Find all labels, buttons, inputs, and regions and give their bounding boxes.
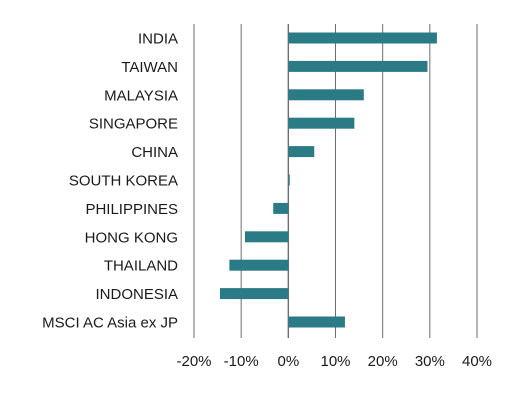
bar-indonesia (219, 288, 289, 300)
x-tick-labels: -20% -10% 0% 10% 20% 30% 40% (176, 353, 492, 370)
x-tick-label: -10% (224, 353, 259, 370)
category-label: SOUTH KOREA (69, 173, 178, 190)
x-tick-label: 10% (320, 353, 350, 370)
x-tick-label: 20% (368, 353, 398, 370)
bar-south-korea (288, 174, 290, 186)
category-label: HONG KONG (85, 229, 178, 246)
bars (219, 32, 437, 328)
category-label: SINGAPORE (89, 116, 178, 133)
category-label: TAIWAN (121, 59, 178, 76)
bar-malaysia (288, 89, 364, 101)
x-tick-label: 40% (462, 353, 492, 370)
x-tick-label: 30% (415, 353, 445, 370)
x-tick-label: -20% (176, 353, 211, 370)
bar-hong-kong (244, 231, 289, 243)
bar-taiwan (288, 60, 428, 72)
bar-singapore (288, 117, 355, 129)
bar-thailand (229, 259, 289, 271)
category-label: THAILAND (104, 258, 178, 275)
x-tick-label: 0% (277, 353, 299, 370)
bar-msci-ac-asia-ex-jp (288, 316, 345, 328)
bar-india (288, 32, 437, 44)
bar-china (288, 146, 315, 158)
bar-philippines (273, 202, 289, 214)
category-label: CHINA (131, 144, 178, 161)
category-label: INDONESIA (95, 286, 178, 303)
category-label: MSCI AC Asia ex JP (42, 315, 178, 332)
category-label: PHILIPPINES (85, 201, 178, 218)
category-label: INDIA (138, 31, 178, 48)
category-label: MALAYSIA (104, 87, 178, 104)
category-labels: INDIA TAIWAN MALAYSIA SINGAPORE CHINA SOUTH K… (42, 31, 178, 332)
